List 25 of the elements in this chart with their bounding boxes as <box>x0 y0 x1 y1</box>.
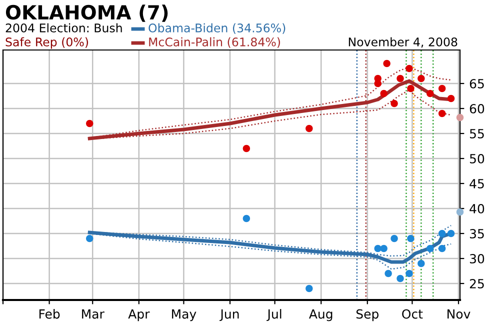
x-tick-label: Jul <box>266 309 282 322</box>
x-tick-label: Oct <box>402 309 423 319</box>
text: November 4, 2008 <box>348 37 458 48</box>
legend-label: McCain-Palin (61.84%) <box>149 37 280 48</box>
y-tick-label: 25 <box>470 278 484 288</box>
y-tick-label: 45 <box>470 179 484 188</box>
text: Safe Rep (0%) <box>6 37 88 49</box>
y-tick-label: 55 <box>470 129 484 138</box>
y-tick-label: 35 <box>470 228 484 238</box>
x-tick-label: Feb <box>39 309 60 319</box>
x-tick-label: Jun <box>220 309 239 322</box>
chart-subtitle: 2004 Election: Bush <box>6 23 122 32</box>
x-tick-label: Apr <box>128 309 150 322</box>
x-tick-label: Mar <box>82 309 104 319</box>
y-tick-label: 30 <box>470 254 484 264</box>
y-tick-label: 40 <box>470 204 484 214</box>
chart-title: OKLAHOMA (7) <box>6 4 168 22</box>
y-tick-label: 65 <box>470 78 484 88</box>
x-tick-label: Aug <box>309 309 332 322</box>
y-tick-label: 50 <box>470 154 484 164</box>
legend-label: Obama-Biden (34.56%) <box>148 23 286 34</box>
x-tick-label: Nov <box>448 309 470 319</box>
x-tick-label: Sep <box>356 309 378 322</box>
y-tick-label: 60 <box>470 104 484 114</box>
x-tick-label: May <box>172 309 196 322</box>
